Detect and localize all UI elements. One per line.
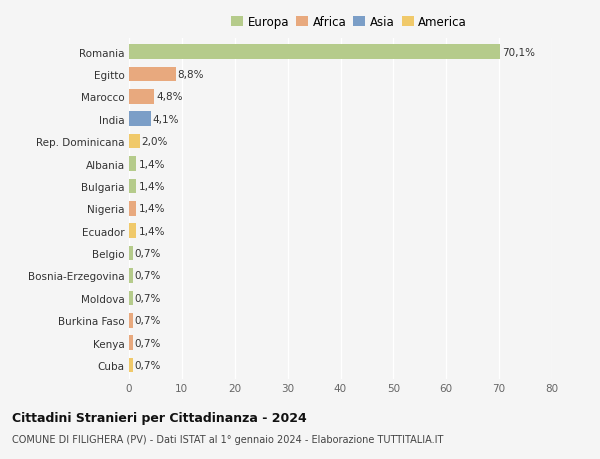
Bar — [129, 157, 136, 171]
Text: 70,1%: 70,1% — [502, 47, 535, 57]
Legend: Europa, Africa, Asia, America: Europa, Africa, Asia, America — [231, 16, 467, 29]
Text: 8,8%: 8,8% — [178, 70, 204, 80]
Text: 1,4%: 1,4% — [139, 226, 165, 236]
Text: Cittadini Stranieri per Cittadinanza - 2024: Cittadini Stranieri per Cittadinanza - 2… — [12, 411, 307, 424]
Bar — [129, 313, 133, 328]
Text: COMUNE DI FILIGHERA (PV) - Dati ISTAT al 1° gennaio 2024 - Elaborazione TUTTITAL: COMUNE DI FILIGHERA (PV) - Dati ISTAT al… — [12, 434, 443, 444]
Bar — [129, 246, 133, 261]
Bar — [129, 179, 136, 194]
Text: 0,7%: 0,7% — [135, 316, 161, 325]
Text: 0,7%: 0,7% — [135, 248, 161, 258]
Text: 1,4%: 1,4% — [139, 181, 165, 191]
Text: 0,7%: 0,7% — [135, 271, 161, 281]
Text: 0,7%: 0,7% — [135, 338, 161, 348]
Bar — [129, 336, 133, 350]
Bar — [129, 358, 133, 373]
Text: 1,4%: 1,4% — [139, 159, 165, 169]
Text: 2,0%: 2,0% — [142, 137, 168, 147]
Bar — [129, 291, 133, 306]
Bar — [129, 134, 140, 149]
Bar — [129, 45, 500, 60]
Bar — [129, 224, 136, 239]
Text: 1,4%: 1,4% — [139, 204, 165, 214]
Bar — [129, 67, 176, 82]
Text: 0,7%: 0,7% — [135, 293, 161, 303]
Bar — [129, 202, 136, 216]
Bar — [129, 90, 154, 104]
Bar — [129, 112, 151, 127]
Text: 4,1%: 4,1% — [153, 114, 179, 124]
Text: 4,8%: 4,8% — [157, 92, 183, 102]
Text: 0,7%: 0,7% — [135, 360, 161, 370]
Bar — [129, 269, 133, 283]
